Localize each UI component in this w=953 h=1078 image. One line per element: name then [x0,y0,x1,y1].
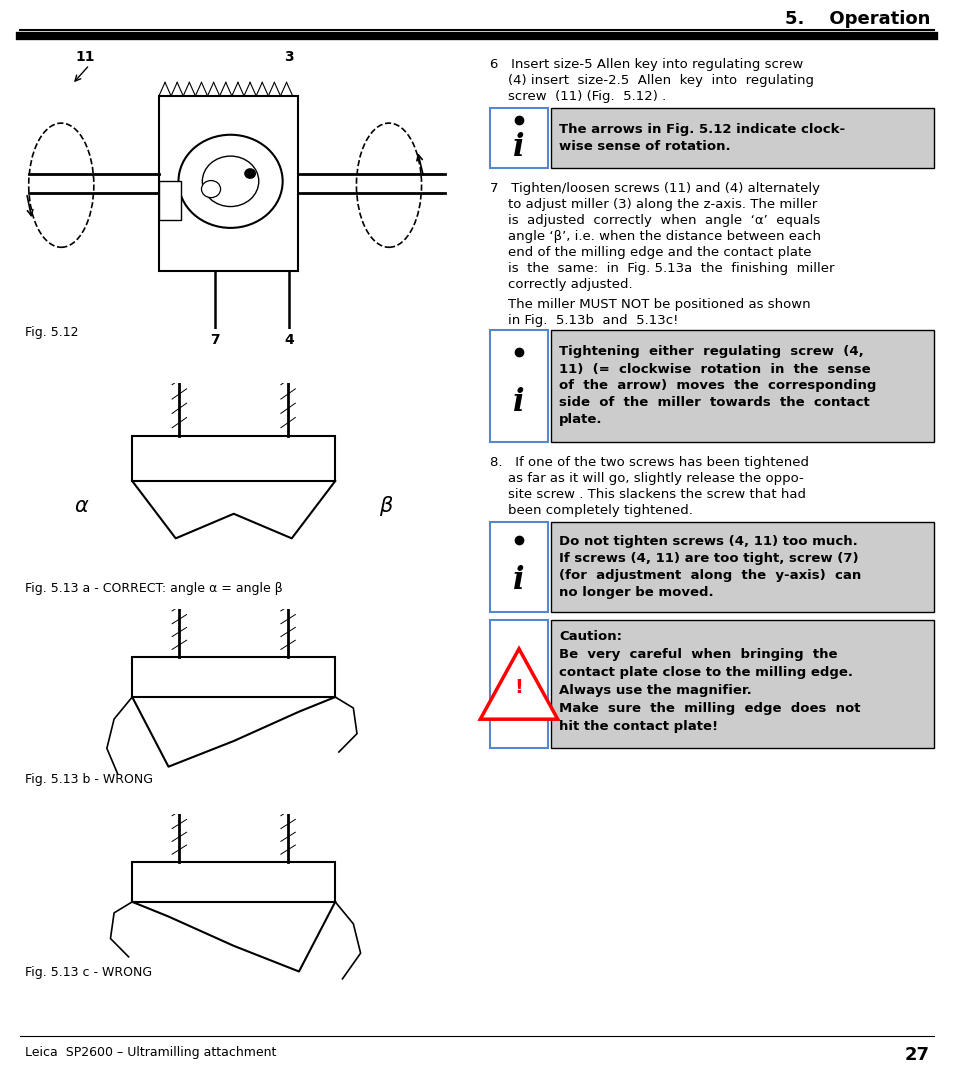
Bar [132,657,335,697]
Text: 4: 4 [284,333,294,347]
Bar [490,620,547,748]
Text: is  the  same:  in  Fig. 5.13a  the  finishing  miller: is the same: in Fig. 5.13a the finishing… [507,262,834,275]
Text: angle ‘β’, i.e. when the distance between each: angle ‘β’, i.e. when the distance betwee… [507,230,821,243]
Circle shape [201,180,220,197]
Text: 3: 3 [284,51,294,64]
Text: α: α [74,496,89,515]
Bar [490,108,547,168]
Text: Tightening  either  regulating  screw  (4,
11)  (=  clockwise  rotation  in  the: Tightening either regulating screw (4, 1… [558,346,876,427]
Text: screw  (11) (Fig.  5.12) .: screw (11) (Fig. 5.12) . [507,89,665,103]
Text: β: β [379,496,393,515]
Text: 6   Insert size-5 Allen key into regulating screw: 6 Insert size-5 Allen key into regulatin… [490,58,802,71]
Text: i: i [513,565,524,596]
Text: 7   Tighten/loosen screws (11) and (4) alternately: 7 Tighten/loosen screws (11) and (4) alt… [490,182,820,195]
Circle shape [245,169,255,178]
Text: 8.   If one of the two screws has been tightened: 8. If one of the two screws has been tig… [490,456,808,469]
Circle shape [202,156,258,207]
Text: i: i [513,387,524,418]
Text: i: i [513,132,524,163]
Bar [551,522,933,612]
Bar [490,330,547,442]
Text: Caution:
Be  very  careful  when  bringing  the
contact plate close to the milli: Caution: Be very careful when bringing t… [558,630,860,733]
Text: 11: 11 [75,51,94,64]
Text: Fig. 5.12: Fig. 5.12 [25,326,78,338]
Text: The miller MUST NOT be positioned as shown: The miller MUST NOT be positioned as sho… [507,298,810,310]
Text: Fig. 5.13 a - CORRECT: angle α = angle β: Fig. 5.13 a - CORRECT: angle α = angle β [25,582,282,595]
Text: been completely tightened.: been completely tightened. [507,505,692,517]
Text: is  adjusted  correctly  when  angle  ‘α’  equals: is adjusted correctly when angle ‘α’ equ… [507,215,820,227]
Text: to adjust miller (3) along the z-axis. The miller: to adjust miller (3) along the z-axis. T… [507,198,817,211]
Text: Fig. 5.13 b - WRONG: Fig. 5.13 b - WRONG [25,773,152,786]
Text: Do not tighten screws (4, 11) too much.
If screws (4, 11) are too tight, screw (: Do not tighten screws (4, 11) too much. … [558,535,861,599]
Bar [551,620,933,748]
Bar [551,108,933,168]
Text: 27: 27 [904,1046,929,1064]
Text: as far as it will go, slightly release the oppo-: as far as it will go, slightly release t… [507,472,803,485]
Polygon shape [479,649,558,719]
Text: correctly adjusted.: correctly adjusted. [507,278,632,291]
Bar [132,436,335,481]
Text: (4) insert  size-2.5  Allen  key  into  regulating: (4) insert size-2.5 Allen key into regul… [507,74,813,87]
Text: The arrows in Fig. 5.12 indicate clock-
wise sense of rotation.: The arrows in Fig. 5.12 indicate clock- … [558,123,844,153]
Bar [159,96,297,271]
Ellipse shape [356,123,421,247]
Text: Leica  SP2600 – Ultramilling attachment: Leica SP2600 – Ultramilling attachment [25,1046,276,1059]
Text: site screw . This slackens the screw that had: site screw . This slackens the screw tha… [507,488,805,501]
Text: in Fig.  5.13b  and  5.13c!: in Fig. 5.13b and 5.13c! [507,314,678,327]
Bar [551,330,933,442]
Text: 7: 7 [211,333,220,347]
Ellipse shape [29,123,93,247]
Text: 5.    Operation: 5. Operation [783,10,929,28]
Text: Fig. 5.13 c - WRONG: Fig. 5.13 c - WRONG [25,966,152,979]
Bar [490,522,547,612]
Bar [132,861,335,902]
Text: !: ! [514,678,523,697]
Bar [159,181,180,220]
Circle shape [178,135,282,227]
Text: end of the milling edge and the contact plate: end of the milling edge and the contact … [507,246,811,259]
